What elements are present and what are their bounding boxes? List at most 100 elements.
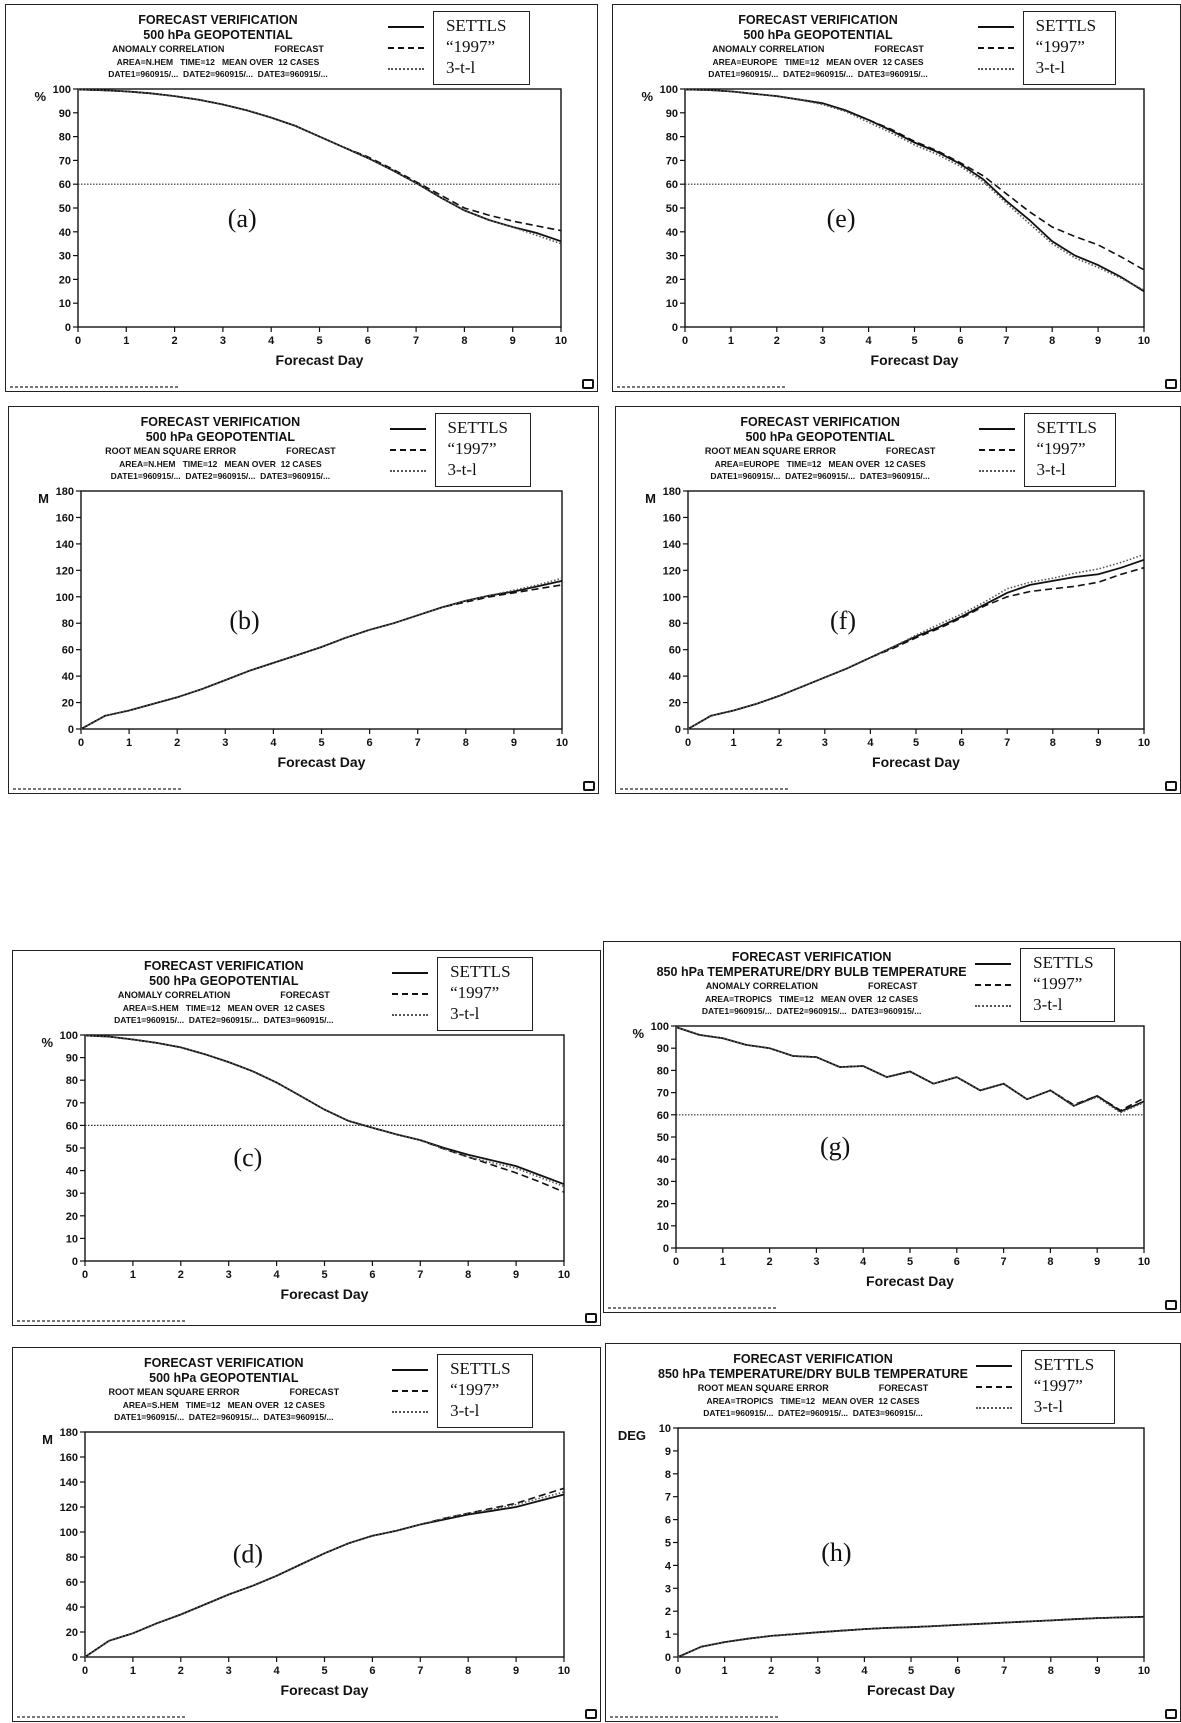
y-axis-label: M [645,491,656,506]
x-tick-label: 3 [220,335,226,347]
y-tick-label: 180 [60,1427,78,1439]
chart-info-line: AREA=TROPICS TIME=12 MEAN OVER 12 CASES [706,1396,920,1406]
x-tick-label: 5 [318,737,324,749]
y-tick-label: 40 [669,671,681,683]
legend-label: 3-t-l [1035,58,1065,77]
x-tick-label: 2 [774,335,780,347]
legend-item: 3-t-l [389,460,531,480]
x-tick-label: 4 [274,1269,281,1281]
corner-c-icon [1165,379,1177,389]
chart-info-line: AREA=N.HEM TIME=12 MEAN OVER 12 CASES [116,57,320,67]
legend-item: 3-t-l [977,58,1115,78]
legend-label: “1997” [450,983,500,1002]
legend-line-sample [975,1386,1012,1388]
legend-item: SETTLS [975,953,1113,973]
legend-label: SETTLS [445,16,507,35]
y-tick-label: 20 [66,1211,78,1223]
legend-label: SETTLS [1035,16,1097,35]
legend-label: 3-t-l [450,1004,480,1023]
panel-letter: (e) [827,204,856,233]
chart-info-line: DATE1=960915/... DATE2=960915/... DATE3=… [110,471,331,481]
legend-item: “1997” [389,439,531,459]
y-tick-label: 0 [665,1652,671,1664]
chart-panel-c: 0 10 20 30 40 50 60 70 80 90 100 0 1 2 3 4 5 6 7 8 9 10% Forec… [12,950,601,1326]
x-tick-label: 8 [1050,737,1056,749]
panel-letter: (h) [821,1538,851,1567]
y-axis-label: % [632,1026,644,1041]
x-tick-label: 1 [130,1269,136,1281]
x-axis-label: Forecast Day [871,352,959,368]
y-tick-label: 20 [62,698,74,710]
chart-plot-c: 0 10 20 30 40 50 60 70 80 90 100 0 1 2 3 4 5 6 7 8 9 10% Forec… [41,1030,570,1302]
chart-subtitle: 500 hPa GEOPOTENTIAL [145,430,296,444]
x-tick-label: 0 [82,1269,88,1281]
y-tick-label: 40 [59,227,71,239]
legend-line-sample [392,972,429,974]
y-tick-label: 90 [657,1043,669,1055]
chart-title: FORECAST VERIFICATION [738,13,898,27]
plot-frame [84,1034,565,1262]
y-tick-label: 20 [666,274,678,286]
x-tick-label: 3 [813,1256,819,1268]
chart-info-line: DATE1=960915/... DATE2=960915/... DATE3=… [708,69,928,79]
x-tick-label: 8 [1047,1256,1053,1268]
legend-line-sample [975,1365,1012,1367]
x-tick-label: 6 [365,335,371,347]
x-tick-label: 6 [959,737,965,749]
chart-panel-b: 0 20 40 60 80 100 120 140 160 180 0 1 2 3 4 5 6 7 8 9 10 M For… [8,406,599,794]
chart-plot-f: 0 20 40 60 80 100 120 140 160 180 0 1 2 3 4 5 6 7 8 9 10 M For… [645,486,1150,770]
chart-info-line: DATE1=960915/... DATE2=960915/... DATE3=… [701,1006,922,1016]
x-tick-label: 6 [369,1269,375,1281]
x-tick-label: 1 [720,1256,726,1268]
legend-item: “1997” [977,37,1115,57]
x-tick-label: 0 [675,1665,681,1677]
legend-item: 3-t-l [978,460,1116,480]
x-tick-label: 9 [1094,1665,1100,1677]
series-line-settls [80,580,563,730]
y-tick-label: 20 [669,698,681,710]
y-axis-label: % [41,1035,53,1050]
corner-c-icon [1165,781,1177,791]
panel-letter: (a) [228,204,257,233]
chart-title: FORECAST VERIFICATION [138,13,298,27]
chart-panel-d: 0 20 40 60 80 100 120 140 160 180 0 1 2 3 4 5 6 7 8 9 10 M For… [12,1347,601,1722]
x-tick-label: 10 [1138,737,1150,749]
legend-line-sample [389,428,426,430]
y-tick-label: 70 [59,155,71,167]
chart-subtitle: 850 hPa TEMPERATURE/DRY BULB TEMPERATURE [658,1367,969,1381]
chart-info-line: DATE1=960915/... DATE2=960915/... DATE3=… [114,1412,334,1422]
x-tick-label: 7 [417,1665,423,1677]
x-tick-label: 2 [178,1269,184,1281]
y-tick-label: 5 [665,1538,671,1550]
x-tick-label: 2 [174,737,180,749]
series-line-3tl [80,577,563,730]
y-tick-label: 60 [666,179,678,191]
x-axis-label: Forecast Day [281,1286,369,1302]
x-tick-label: 9 [1094,1256,1100,1268]
legend-line-sample [977,68,1014,70]
y-tick-label: 50 [59,203,71,215]
x-tick-label: 2 [768,1665,774,1677]
chart-info-line: AREA=EUROPE TIME=12 MEAN OVER 12 CASES [714,459,926,469]
x-tick-label: 5 [907,1256,913,1268]
series-line-1997 [677,1615,1145,1658]
chart-info-line: ANOMALY CORRELATION FORECAST [117,990,330,1000]
y-tick-label: 10 [66,1233,78,1245]
x-tick-label: 6 [954,1256,960,1268]
corner-c-icon [583,781,595,791]
series-line-3tl [84,1491,565,1658]
y-tick-label: 10 [666,298,678,310]
y-tick-label: 80 [66,1075,78,1087]
x-tick-label: 6 [369,1665,375,1677]
chart-panel-g: 0 10 20 30 40 50 60 70 80 90 100 0 1 2 3 4 5 6 7 8 9 10% Forec… [603,941,1181,1313]
chart-legend: SETTLS “1997” 3-t-l [387,11,530,85]
y-tick-label: 3 [665,1583,671,1595]
y-tick-label: 80 [59,132,71,144]
legend-line-sample [975,1407,1012,1409]
y-tick-label: 100 [60,1030,78,1042]
y-tick-label: 180 [56,486,74,498]
x-tick-label: 0 [673,1256,679,1268]
x-axis-label: Forecast Day [866,1273,954,1289]
y-tick-label: 160 [56,512,74,524]
y-tick-label: 80 [66,1552,78,1564]
